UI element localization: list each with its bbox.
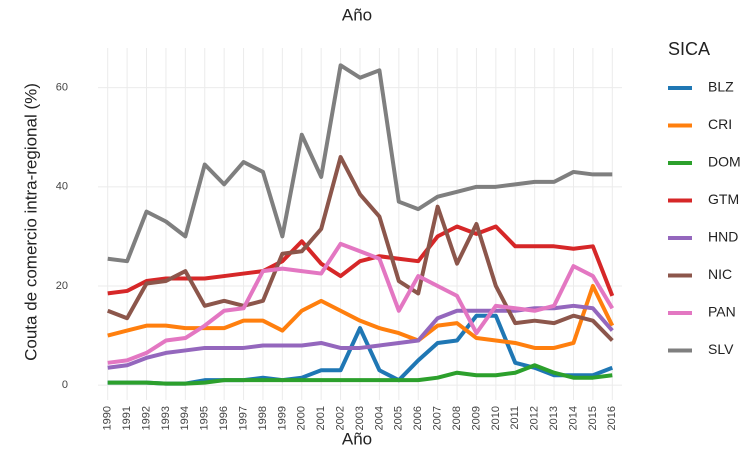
x-tick-label: 1994	[179, 406, 191, 430]
x-tick-label: 2015	[587, 406, 599, 430]
y-axis-label: Couta de comercio intra-regional (%)	[21, 83, 40, 361]
x-tick-label: 2011	[509, 406, 521, 430]
x-tick-label: 1998	[257, 406, 269, 430]
data-line	[107, 224, 615, 297]
x-tick-label: 1992	[140, 406, 152, 430]
x-tick-label: 2016	[606, 406, 618, 430]
legend-label: PAN	[708, 304, 736, 320]
x-tick-label: 2009	[470, 406, 482, 430]
legend-label: NIC	[708, 266, 732, 282]
x-tick-label: 1990	[102, 406, 114, 430]
x-tick-label: 2007	[432, 406, 444, 430]
x-tick-label: 1993	[160, 406, 172, 430]
legend-label: HND	[708, 229, 738, 245]
x-tick-label: 1999	[276, 406, 288, 430]
legend-label: DOM	[708, 154, 741, 170]
chart-title: Año	[342, 5, 372, 24]
x-tick-label: 2004	[373, 406, 385, 430]
x-tick-label: 2014	[567, 406, 579, 430]
data-line	[107, 63, 613, 264]
x-tick-label: 2013	[548, 406, 560, 430]
x-tick-label: 1997	[237, 406, 249, 430]
x-tick-label: 1995	[199, 406, 211, 430]
x-tick-label: 2006	[412, 406, 424, 430]
legend-label: BLZ	[708, 79, 734, 95]
y-tick-label: 0	[62, 379, 68, 391]
x-tick-label: 2002	[334, 406, 346, 430]
legend-label: SLV	[708, 341, 734, 357]
x-axis-label: Año	[342, 429, 372, 448]
legend-label: GTM	[708, 191, 739, 207]
data-line	[106, 155, 614, 342]
y-tick-label: 20	[56, 280, 68, 292]
data-line	[107, 241, 615, 365]
legend-label: CRI	[708, 116, 732, 132]
x-tick-label: 2005	[393, 406, 405, 430]
x-tick-label: 1996	[218, 406, 230, 430]
x-tick-label: 2001	[315, 406, 327, 430]
y-tick-label: 40	[56, 181, 68, 193]
x-tick-label: 2000	[296, 406, 308, 430]
x-tick-label: 2008	[451, 406, 463, 430]
x-tick-label: 2010	[490, 406, 502, 430]
data-line	[107, 363, 613, 386]
legend-title: SICA	[668, 39, 710, 59]
x-tick-label: 2012	[529, 406, 541, 430]
y-tick-label: 60	[56, 82, 68, 94]
x-tick-label: 1991	[121, 406, 133, 430]
data-line	[107, 283, 615, 350]
x-tick-label: 2003	[354, 406, 366, 430]
